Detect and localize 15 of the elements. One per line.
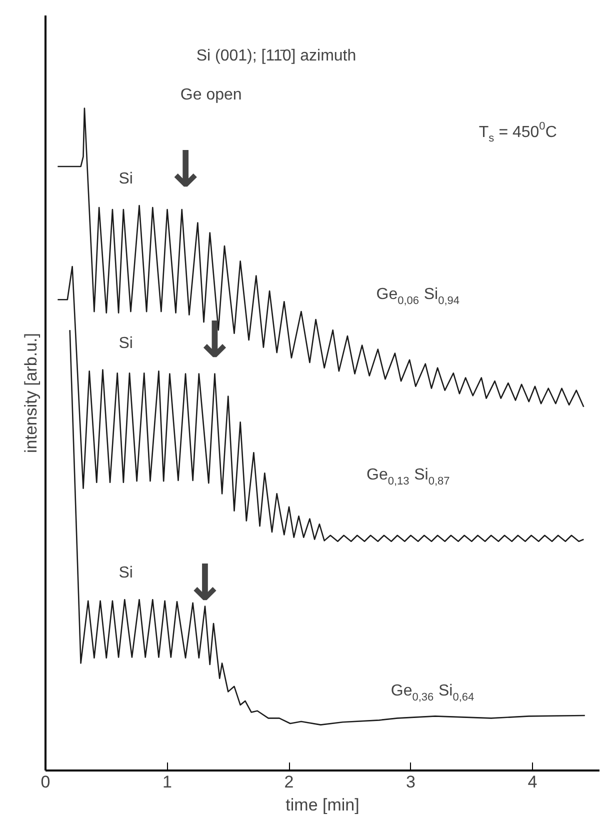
y-axis-title: intensity [arb.u.] xyxy=(22,332,40,453)
x-axis-title: time [min] xyxy=(286,796,360,814)
x-tick-label: 3 xyxy=(406,772,416,792)
annotation: Si xyxy=(118,170,133,188)
chart-title: Si (001); [11̄0] azimuth xyxy=(196,47,356,64)
x-tick-label: 4 xyxy=(528,772,538,792)
annotation: ↓ xyxy=(164,140,206,198)
annotation: ↓ xyxy=(194,311,236,370)
annotation: Si xyxy=(118,334,133,352)
x-tick-label: 1 xyxy=(162,772,172,792)
x-tick-label: 2 xyxy=(284,772,294,792)
annotation: ↓ xyxy=(184,554,226,612)
x-tick-label: 0 xyxy=(40,772,50,792)
text: Ge open xyxy=(180,86,242,104)
annotation: Si xyxy=(118,564,133,582)
